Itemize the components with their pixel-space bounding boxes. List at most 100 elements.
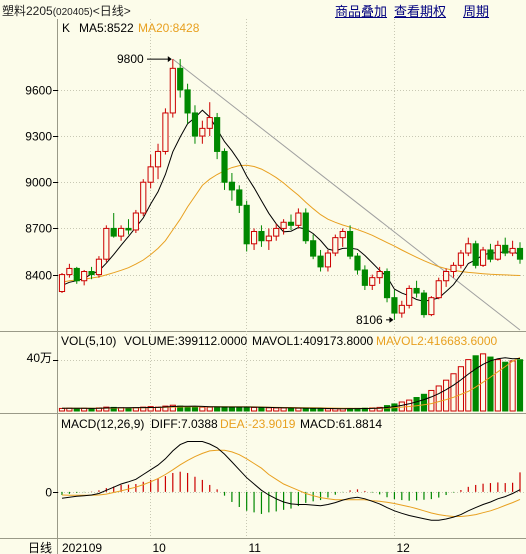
candle-up: [81, 271, 88, 282]
candle-up: [406, 287, 413, 306]
x-tick-label: 11: [249, 541, 262, 554]
macd-y-tick-label: 0: [45, 486, 52, 500]
volume-bar: [250, 406, 258, 412]
volume-bar: [58, 407, 66, 412]
candle-down: [236, 189, 243, 206]
low-price-label: 8106: [356, 313, 383, 327]
candle-down: [287, 221, 295, 226]
candle-down: [125, 227, 132, 231]
vol-y-tick: 40万: [27, 351, 52, 365]
symbol-code: (020405): [52, 7, 93, 18]
price-y-tick-label: 9000: [25, 176, 52, 190]
candle-up: [169, 67, 176, 114]
symbol-name: 塑料2205: [2, 4, 53, 18]
x-tick-label: 202109: [62, 541, 102, 554]
candle-up: [443, 271, 450, 282]
candle-up: [465, 243, 472, 254]
ma5-line: [61, 109, 521, 302]
candle-up: [58, 274, 66, 293]
vol-mavol1-label: MAVOL1:409173.8000: [252, 334, 374, 348]
low-arrow-head: [389, 316, 394, 323]
x-tick-label: 10: [153, 541, 167, 554]
candle-up: [273, 227, 280, 237]
volume-bar: [169, 404, 176, 412]
candle-down: [472, 243, 479, 266]
dea-line: [61, 449, 521, 517]
diff-line: [61, 441, 521, 521]
price-y-tick-label: 8700: [25, 222, 52, 236]
candle-up: [199, 127, 206, 137]
macd-value-label: MACD:61.8814: [300, 417, 382, 431]
volume-bar: [457, 366, 464, 412]
volume-bar: [472, 355, 479, 412]
volume-bar: [125, 407, 132, 412]
candle-down: [420, 292, 428, 316]
price-y-tick-label: 9600: [25, 84, 52, 98]
candle-down: [88, 271, 95, 276]
candle-down: [243, 204, 250, 245]
futures-chart[interactable]: 8400 8700 9000 9300 9600 0 202109 10 11 12 K MA5:…: [0, 18, 526, 554]
candle-up: [339, 230, 346, 239]
trend-line-segment: [172, 58, 521, 331]
volume-bar: [258, 407, 265, 412]
price-k-label: K: [62, 21, 70, 35]
candle-up: [428, 297, 435, 316]
period-link[interactable]: 周期: [463, 4, 490, 19]
candle-up: [369, 277, 376, 286]
candle-up: [324, 252, 332, 268]
frame: [0, 19, 526, 554]
period-label: <日线>: [92, 4, 131, 18]
candle-down: [177, 67, 184, 91]
volume-bar: [450, 373, 457, 412]
volume-bar: [287, 407, 295, 412]
volume-bar: [502, 361, 509, 412]
top-bar: 塑料2205(020405)<日线> 商品叠加 查看期权 周期: [0, 0, 526, 19]
trend-line: [172, 58, 521, 331]
candle-up: [332, 237, 339, 254]
macd-name-label: MACD(12,26,9): [61, 417, 144, 431]
view-options-link[interactable]: 查看期权: [394, 4, 447, 19]
candle-up: [95, 258, 103, 276]
volume-bar: [310, 407, 317, 412]
volume-bar: [317, 408, 324, 412]
overlay-commodity-link[interactable]: 商品叠加: [335, 4, 388, 19]
candle-up: [118, 227, 125, 237]
candle-up: [265, 235, 272, 242]
x-axis-label: 日线: [28, 541, 52, 554]
candle-up: [132, 212, 139, 231]
candle-down: [361, 269, 368, 286]
price-y-tick-label: 8400: [25, 269, 52, 283]
candle-down: [516, 247, 524, 260]
volume-bar: [243, 406, 250, 412]
macd-diff-label: DIFF:7.0388: [151, 417, 218, 431]
vol-volume-label: VOLUME:399112.0000: [124, 334, 248, 348]
x-tick-label: 12: [397, 541, 411, 554]
volume-bar: [228, 406, 235, 412]
symbol-title: 塑料2205(020405)<日线>: [2, 2, 131, 19]
volume-bar: [435, 385, 442, 412]
candle-up: [280, 221, 287, 229]
volume-bar: [443, 379, 450, 412]
volume-bar: [509, 360, 516, 412]
volume-bar: [516, 359, 524, 412]
candle-up: [140, 181, 147, 214]
volume-bar: [221, 406, 228, 412]
candle-up: [66, 267, 73, 276]
candle-down: [310, 240, 317, 257]
high-arrow-head: [167, 56, 172, 63]
ma5-legend: MA5:8522: [79, 21, 134, 35]
extreme-markers: [147, 56, 394, 323]
axis-ticks: 8400 8700 9000 9300 9600 0 202109 10 11 12: [25, 84, 410, 554]
volume-bar: [465, 359, 472, 412]
candle-down: [184, 89, 191, 114]
grid-lines: [58, 19, 526, 538]
candle-up: [295, 212, 302, 226]
volume-bar: [280, 407, 287, 412]
volume-bar: [487, 356, 494, 412]
volume-bar: [236, 406, 243, 412]
volume-bar: [376, 406, 383, 412]
macd-plot: [61, 441, 521, 521]
candle-down: [73, 267, 80, 282]
volume-bar: [199, 406, 206, 412]
candle-up: [435, 280, 442, 299]
